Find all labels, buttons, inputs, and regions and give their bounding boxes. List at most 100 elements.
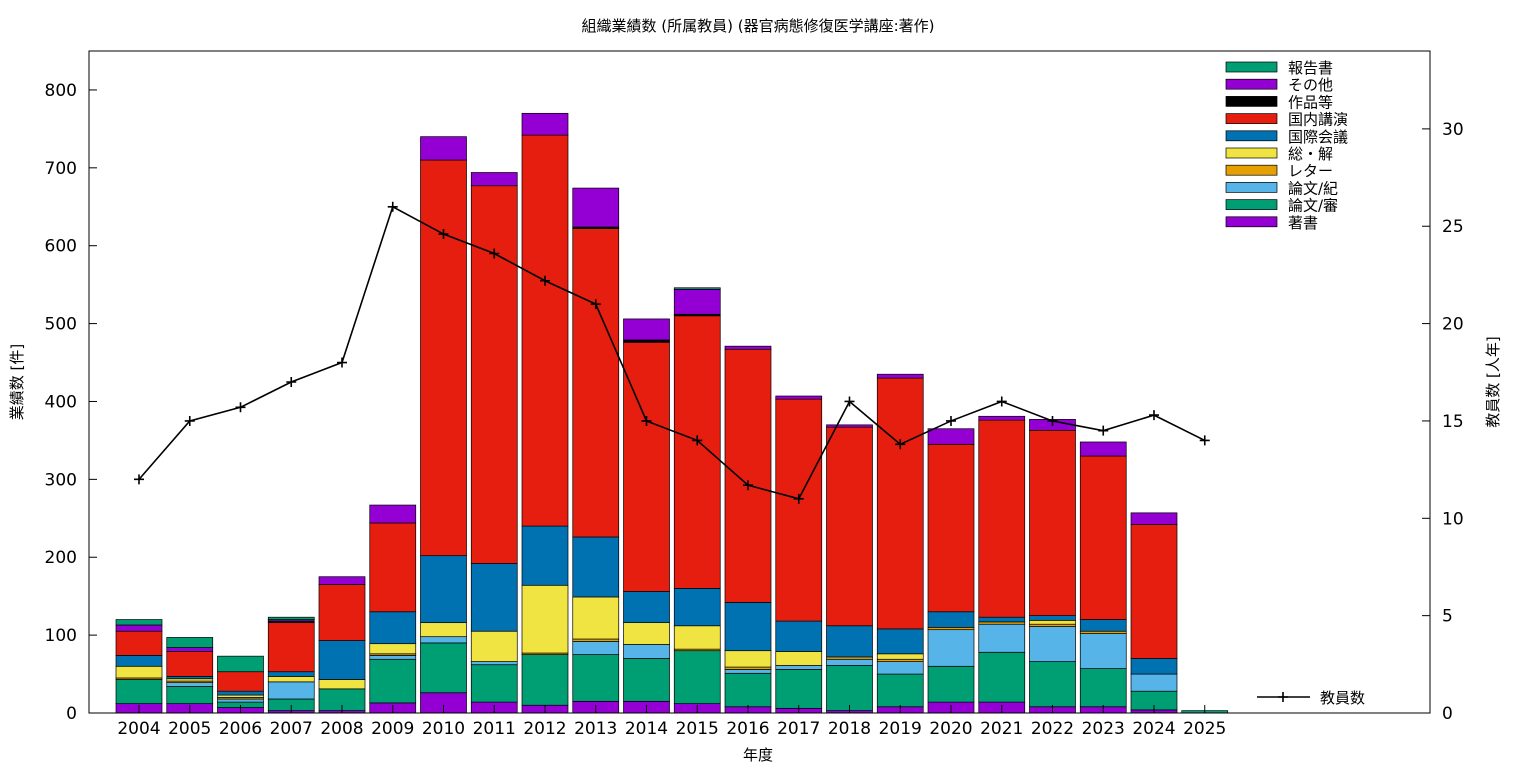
bar-segment-2017-5 xyxy=(775,620,823,652)
legend-label-論文/審: 論文/審 xyxy=(1288,197,1338,215)
bar-segment-2006-5 xyxy=(217,690,264,696)
bar-segment-2016-1 xyxy=(724,672,772,708)
bar-segment-2023-2 xyxy=(1079,633,1127,669)
bar-segment-2009-5 xyxy=(369,611,417,645)
y2-tick-label: 0 xyxy=(1442,704,1453,724)
y-tick-label: 0 xyxy=(66,704,77,724)
bar-segment-2012-4 xyxy=(521,584,569,654)
bar-segment-2021-2 xyxy=(978,623,1026,653)
bar-segment-2008-6 xyxy=(318,584,366,641)
legend-label-その他: その他 xyxy=(1288,76,1333,94)
x-tick-label: 2010 xyxy=(422,719,465,739)
bar-segment-2020-8 xyxy=(927,428,975,445)
x-tick-label: 2007 xyxy=(270,719,313,739)
bar-segment-2020-5 xyxy=(927,611,975,628)
bar-segment-2008-5 xyxy=(318,640,366,680)
bar-segment-2013-4 xyxy=(572,596,620,640)
bar-segment-2009-8 xyxy=(369,504,417,524)
x-tick-label: 2024 xyxy=(1132,719,1175,739)
line-point-2008 xyxy=(337,357,347,368)
bar-segment-2018-1 xyxy=(826,665,873,712)
bar-segment-2022-1 xyxy=(1029,661,1076,708)
x-tick-label: 2019 xyxy=(879,719,922,739)
bar-segment-2020-2 xyxy=(927,629,975,667)
line-point-2010 xyxy=(438,229,449,240)
bar-segment-2016-8 xyxy=(724,345,772,350)
bar-segment-2018-8 xyxy=(826,424,873,428)
bar-segment-2014-6 xyxy=(623,341,670,592)
bar-segment-2019-4 xyxy=(876,653,924,660)
bar-segment-2008-4 xyxy=(318,679,366,690)
bar-segment-2009-6 xyxy=(369,522,417,613)
bar-segment-2023-8 xyxy=(1079,441,1127,457)
bar-segment-2022-6 xyxy=(1029,429,1076,617)
bar-segment-2022-3 xyxy=(1029,623,1076,627)
bar-segment-2015-1 xyxy=(673,650,721,705)
line-point-2015 xyxy=(692,435,703,446)
bar-segment-2013-6 xyxy=(572,228,620,538)
bar-segment-2024-5 xyxy=(1130,658,1178,675)
bar-segment-2013-8 xyxy=(572,187,620,228)
bar-segment-2018-2 xyxy=(826,658,873,666)
bar-segment-2005-6 xyxy=(166,651,214,677)
bar-segment-2023-6 xyxy=(1079,455,1127,620)
bar-segment-2007-9 xyxy=(267,616,315,620)
bar-segment-2021-8 xyxy=(978,415,1026,421)
bar-segment-2018-6 xyxy=(826,426,873,627)
x-tick-label: 2022 xyxy=(1031,719,1074,739)
bar-segment-2024-6 xyxy=(1130,524,1178,659)
bar-segment-2010-5 xyxy=(420,555,467,624)
x-axis: 2004 2005 2006 2007 2008 2009 2010 2011 2012 2013… xyxy=(117,705,1226,739)
legend-swatch-国内講演 xyxy=(1225,113,1278,124)
bar-segment-2021-5 xyxy=(978,616,1026,623)
bar-segment-2005-8 xyxy=(166,647,214,652)
bar-segment-2019-1 xyxy=(876,673,924,708)
bar-segment-2016-2 xyxy=(724,669,772,674)
bar-segment-2012-1 xyxy=(521,654,569,706)
bar-segment-2004-4 xyxy=(115,665,163,679)
bar-segment-2015-5 xyxy=(673,588,721,627)
x-axis-label: 年度 xyxy=(743,746,773,764)
legend-label-国際会議: 国際会議 xyxy=(1288,128,1348,146)
bar-segment-2004-8 xyxy=(115,624,163,632)
line-point-2020 xyxy=(946,415,956,426)
x-tick-label: 2013 xyxy=(574,719,617,739)
bar-segment-2004-1 xyxy=(115,679,163,705)
bar-segment-2006-9 xyxy=(217,655,264,673)
x-tick-label: 2012 xyxy=(523,719,566,739)
plot-frame xyxy=(88,50,1431,714)
bars-layer xyxy=(115,112,1229,714)
bar-segment-2013-2 xyxy=(572,640,620,655)
legend-label-レター: レター xyxy=(1288,162,1333,180)
bar-segment-2023-3 xyxy=(1079,630,1127,634)
bar-segment-2015-9 xyxy=(673,287,721,290)
bar-segment-2013-1 xyxy=(572,654,620,702)
x-tick-label: 2015 xyxy=(676,719,719,739)
y2-tick-label: 25 xyxy=(1442,217,1464,237)
legend-swatch-総・解 xyxy=(1225,147,1278,159)
y-tick-label: 200 xyxy=(45,548,77,568)
bar-segment-2007-5 xyxy=(267,671,315,677)
x-tick-label: 2014 xyxy=(625,719,668,739)
y-axis-label-right: 教員数 [人年] xyxy=(1484,336,1502,427)
bar-segment-2004-6 xyxy=(115,630,163,656)
bar-segment-2021-6 xyxy=(978,419,1026,618)
y-tick-label: 800 xyxy=(45,81,77,101)
x-tick-label: 2016 xyxy=(726,719,769,739)
bar-segment-2016-4 xyxy=(724,650,772,668)
bar-segment-2015-8 xyxy=(673,288,721,315)
legend-label-line: 教員数 xyxy=(1320,689,1365,707)
bar-segment-2018-3 xyxy=(826,656,873,660)
y-tick-label: 100 xyxy=(45,626,77,646)
bar-segment-2020-3 xyxy=(927,626,975,631)
bar-segment-2019-8 xyxy=(876,373,924,379)
legend-label-著書: 著書 xyxy=(1288,214,1318,232)
y2-tick-label: 20 xyxy=(1442,315,1464,335)
legend-line-marker xyxy=(1278,692,1288,702)
x-tick-label: 2004 xyxy=(117,719,160,739)
bar-segment-2024-2 xyxy=(1130,673,1178,692)
bar-segment-2012-5 xyxy=(521,525,569,586)
line-point-2012 xyxy=(540,275,550,286)
y-tick-label: 500 xyxy=(45,315,77,335)
